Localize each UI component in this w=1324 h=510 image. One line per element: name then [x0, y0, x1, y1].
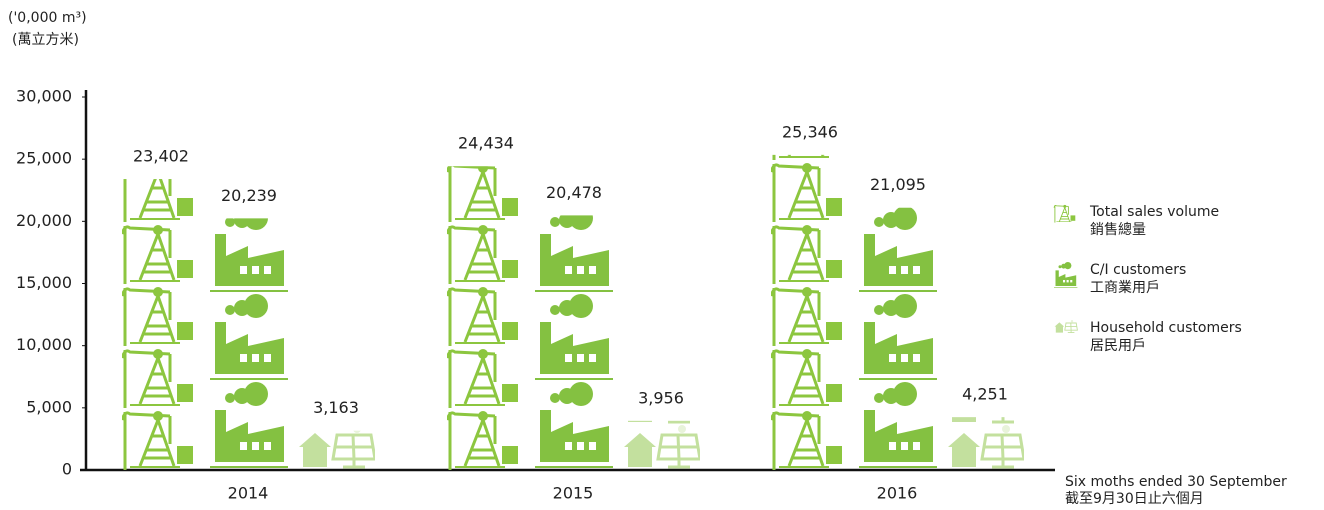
legend-label: C/I customers	[1090, 262, 1186, 278]
value-label: 25,346	[782, 122, 838, 141]
value-label: 3,956	[638, 388, 684, 407]
icon-part	[1061, 263, 1066, 269]
x-axis-label: Six moths ended 30 September	[1065, 474, 1287, 490]
icon-part	[1070, 320, 1074, 323]
bar	[622, 420, 700, 470]
icon-part	[1058, 206, 1071, 222]
icon-part	[1053, 205, 1069, 208]
icon-part	[1054, 287, 1078, 288]
legend-label-zh: 銷售總量	[1090, 221, 1146, 238]
y-tick-label: 30,000	[16, 87, 72, 106]
legend-icon	[1053, 204, 1076, 223]
icon-part	[1070, 215, 1076, 221]
y-tick-label: 25,000	[16, 149, 72, 168]
x-tick-label: 2014	[228, 484, 269, 503]
bar	[447, 166, 525, 471]
y-tick-label: 10,000	[16, 335, 72, 354]
value-label: 3,163	[313, 398, 359, 417]
y-tick-label: 5,000	[26, 397, 72, 416]
legend-label-zh: 居民用戶	[1090, 338, 1146, 354]
legend-label-zh: 工商業用戶	[1090, 280, 1160, 296]
y-tick-label: 20,000	[16, 211, 72, 230]
icon-part	[1056, 221, 1072, 222]
value-label: 20,478	[546, 183, 602, 202]
x-axis-label-zh: 截至9月30日止六個月	[1065, 491, 1204, 507]
bar	[946, 417, 1024, 470]
y-tick-label: 15,000	[16, 273, 72, 292]
icon-part	[1065, 322, 1077, 334]
y-axis-label: ('0,000 m³)	[8, 10, 87, 26]
legend-icon	[1054, 262, 1078, 288]
value-label: 20,239	[221, 186, 277, 205]
x-tick-label: 2015	[553, 484, 594, 503]
y-tick-label: 0	[62, 460, 72, 479]
value-label: 4,251	[962, 385, 1008, 404]
bar	[859, 207, 937, 471]
legend-label: Household customers	[1090, 320, 1242, 336]
icon-part	[1066, 280, 1069, 283]
legend-icon	[1054, 320, 1078, 334]
bar	[210, 218, 288, 470]
bar	[771, 154, 849, 470]
legend-label: Total sales volume	[1089, 204, 1219, 220]
icon-part	[1064, 322, 1078, 331]
icon-part	[1058, 265, 1062, 269]
bar	[122, 179, 200, 470]
x-tick-label: 2016	[877, 484, 918, 503]
icon-part	[1064, 262, 1072, 270]
value-label: 23,402	[133, 147, 189, 166]
icon-part	[1054, 322, 1065, 333]
icon-part	[1063, 280, 1066, 283]
bar	[297, 430, 375, 470]
y-axis-label-zh: (萬立方米)	[12, 32, 79, 48]
value-label: 24,434	[458, 134, 514, 153]
icon-part	[1070, 280, 1073, 283]
bar	[535, 215, 613, 470]
icon-part	[1055, 270, 1077, 286]
value-label: 21,095	[870, 175, 926, 194]
